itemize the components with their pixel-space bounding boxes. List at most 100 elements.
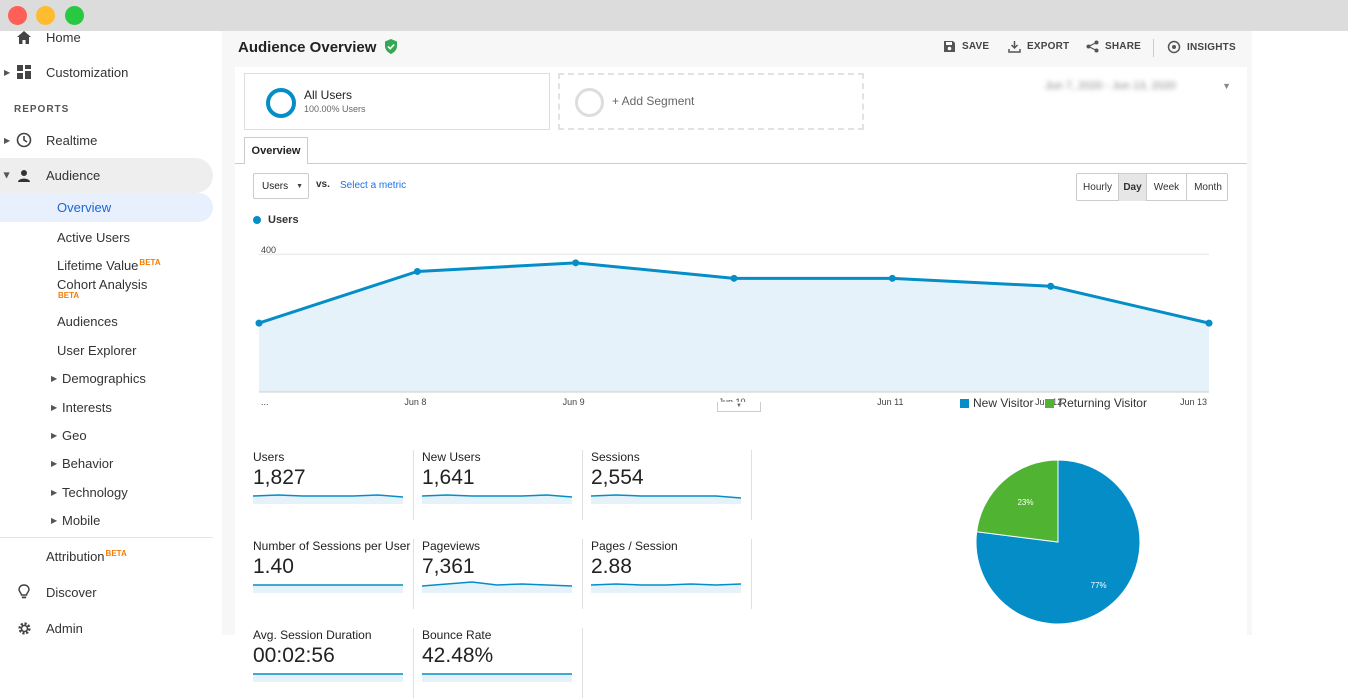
save-icon xyxy=(944,41,955,52)
export-label: EXPORT xyxy=(1027,41,1070,52)
collapse-chart-handle[interactable]: ▼ xyxy=(717,402,761,412)
page-title: Audience Overview xyxy=(238,39,398,56)
pie-legend: New Visitor Returning Visitor xyxy=(960,396,1147,410)
sidebar-item-audience[interactable]: ▶ Audience xyxy=(0,158,213,193)
share-button[interactable]: SHARE xyxy=(1086,40,1141,53)
gear-icon xyxy=(14,618,34,638)
sidebar-item-admin[interactable]: Admin xyxy=(0,613,222,643)
metric-value: 1.40 xyxy=(253,555,294,578)
sidebar-item-user-explorer[interactable]: User Explorer xyxy=(0,335,213,365)
sidebar-item-discover[interactable]: Discover xyxy=(0,577,222,607)
data-point xyxy=(730,274,738,282)
sidebar-item-active-users[interactable]: Active Users xyxy=(0,222,213,252)
sidebar-item-interests[interactable]: ▶ Interests xyxy=(0,392,213,422)
sidebar-item-realtime[interactable]: ▶ Realtime xyxy=(0,125,222,155)
x-tick-label: Jun 9 xyxy=(563,397,585,407)
chart-legend: Users xyxy=(253,214,299,226)
sidebar-item-attribution[interactable]: AttributionBETA xyxy=(0,541,222,571)
metric-label: Pages / Session xyxy=(591,539,678,553)
sidebar-item-label: Interests xyxy=(62,399,112,415)
metric-card[interactable]: Pageviews 7,361 xyxy=(422,539,574,609)
metric-card[interactable]: New Users 1,641 xyxy=(422,450,574,520)
sidebar-item-label: Attribution xyxy=(46,548,105,564)
window-titlebar xyxy=(0,0,1348,31)
sidebar-item-demographics[interactable]: ▶ Demographics xyxy=(0,363,213,393)
sidebar-item-label: Mobile xyxy=(62,512,101,528)
metric-card[interactable]: Bounce Rate 42.48% xyxy=(422,628,574,698)
y-tick-label: 400 xyxy=(261,245,276,255)
legend-swatch-returning xyxy=(1045,398,1055,408)
insights-icon xyxy=(1167,40,1181,54)
sidebar-item-overview[interactable]: Overview xyxy=(0,193,213,222)
segment-all-users[interactable]: All Users 100.00% Users xyxy=(244,73,550,130)
export-button[interactable]: EXPORT xyxy=(1008,40,1069,53)
sidebar-nav: Home ▶ Customization REPORTS ▶ Realtime … xyxy=(0,30,222,636)
chevron-down-icon: ▼ xyxy=(1222,81,1231,91)
metric-card[interactable]: Users 1,827 xyxy=(253,450,405,520)
metric-card[interactable]: Number of Sessions per User 1.40 xyxy=(253,539,410,609)
sidebar-item-audiences[interactable]: Audiences xyxy=(0,306,213,336)
tab-overview[interactable]: Overview xyxy=(244,137,308,164)
insights-button[interactable]: INSIGHTS xyxy=(1167,40,1236,54)
month-button[interactable]: Month xyxy=(1194,182,1222,193)
sidebar-divider xyxy=(0,537,213,538)
sidebar-item-technology[interactable]: ▶ Technology xyxy=(0,477,213,507)
minimize-window-button[interactable] xyxy=(36,6,55,25)
metric-card[interactable]: Pages / Session 2.88 xyxy=(591,539,743,609)
sidebar-item-label: Audience xyxy=(46,168,101,183)
reports-section-header: REPORTS xyxy=(14,104,70,115)
date-range-picker[interactable]: Jun 7, 2020 - Jun 13, 2020 ▼ xyxy=(1045,77,1231,95)
metric-divider xyxy=(413,628,414,698)
sidebar-item-behavior[interactable]: ▶ Behavior xyxy=(0,448,213,478)
sidebar-item-label: Discover xyxy=(46,584,97,600)
sparkline-area xyxy=(253,674,403,682)
select-metric-link[interactable]: Select a metric xyxy=(340,180,407,191)
metric-divider xyxy=(751,539,752,609)
sidebar-item-geo[interactable]: ▶ Geo xyxy=(0,420,213,450)
hourly-button[interactable]: Hourly xyxy=(1077,174,1119,201)
sidebar-item-home[interactable]: Home xyxy=(0,22,222,52)
legend-label-returning: Returning Visitor xyxy=(1058,396,1147,410)
sidebar-item-label: Customization xyxy=(46,64,129,80)
metric-label: Pageviews xyxy=(422,539,481,553)
metric-label: Users xyxy=(253,450,285,464)
metric-sparkline xyxy=(591,583,741,593)
sidebar-item-cohort-analysis[interactable]: Cohort Analysis BETA xyxy=(0,274,213,306)
metric-select-dropdown[interactable]: Users ▼ xyxy=(253,173,309,199)
data-point xyxy=(413,267,421,275)
granularity-toggle-group: Hourly Day Week Month xyxy=(1076,173,1228,201)
sidebar-item-customization[interactable]: ▶ Customization xyxy=(0,57,222,87)
sidebar-item-label: User Explorer xyxy=(57,342,137,358)
data-point xyxy=(572,259,580,267)
maximize-window-button[interactable] xyxy=(65,6,84,25)
segment-circle-icon xyxy=(266,88,296,118)
day-button[interactable]: Day xyxy=(1119,174,1147,201)
sidebar-item-mobile[interactable]: ▶ Mobile xyxy=(0,505,213,535)
pie-slice xyxy=(976,459,1059,543)
series-area xyxy=(259,262,1209,392)
download-icon xyxy=(1008,41,1021,53)
sidebar-item-label: Cohort Analysis xyxy=(57,277,148,292)
data-point xyxy=(255,319,263,327)
add-segment-circle-icon xyxy=(575,88,604,117)
x-tick-label: Jun 8 xyxy=(404,397,426,407)
metric-sparkline xyxy=(422,494,572,504)
metric-select-value: Users xyxy=(262,180,289,192)
add-segment-button[interactable]: + Add Segment xyxy=(558,73,864,130)
metric-card[interactable]: Sessions 2,554 xyxy=(591,450,743,520)
sparkline-area xyxy=(253,495,403,504)
sparkline-line xyxy=(422,581,572,587)
close-window-button[interactable] xyxy=(8,6,27,25)
save-button[interactable]: SAVE xyxy=(943,40,989,53)
metric-divider xyxy=(582,450,583,520)
metric-card[interactable]: Avg. Session Duration 00:02:56 xyxy=(253,628,405,698)
sidebar-item-lifetime-value[interactable]: Lifetime ValueBETA xyxy=(0,250,213,280)
sidebar-item-label: Geo xyxy=(62,427,87,443)
sidebar-item-label: Demographics xyxy=(62,370,146,386)
share-label: SHARE xyxy=(1105,41,1142,52)
week-button[interactable]: Week xyxy=(1147,174,1187,201)
expand-caret-icon: ▶ xyxy=(51,373,58,383)
expand-caret-icon: ▶ xyxy=(51,515,58,525)
expand-caret-icon: ▶ xyxy=(51,402,58,412)
